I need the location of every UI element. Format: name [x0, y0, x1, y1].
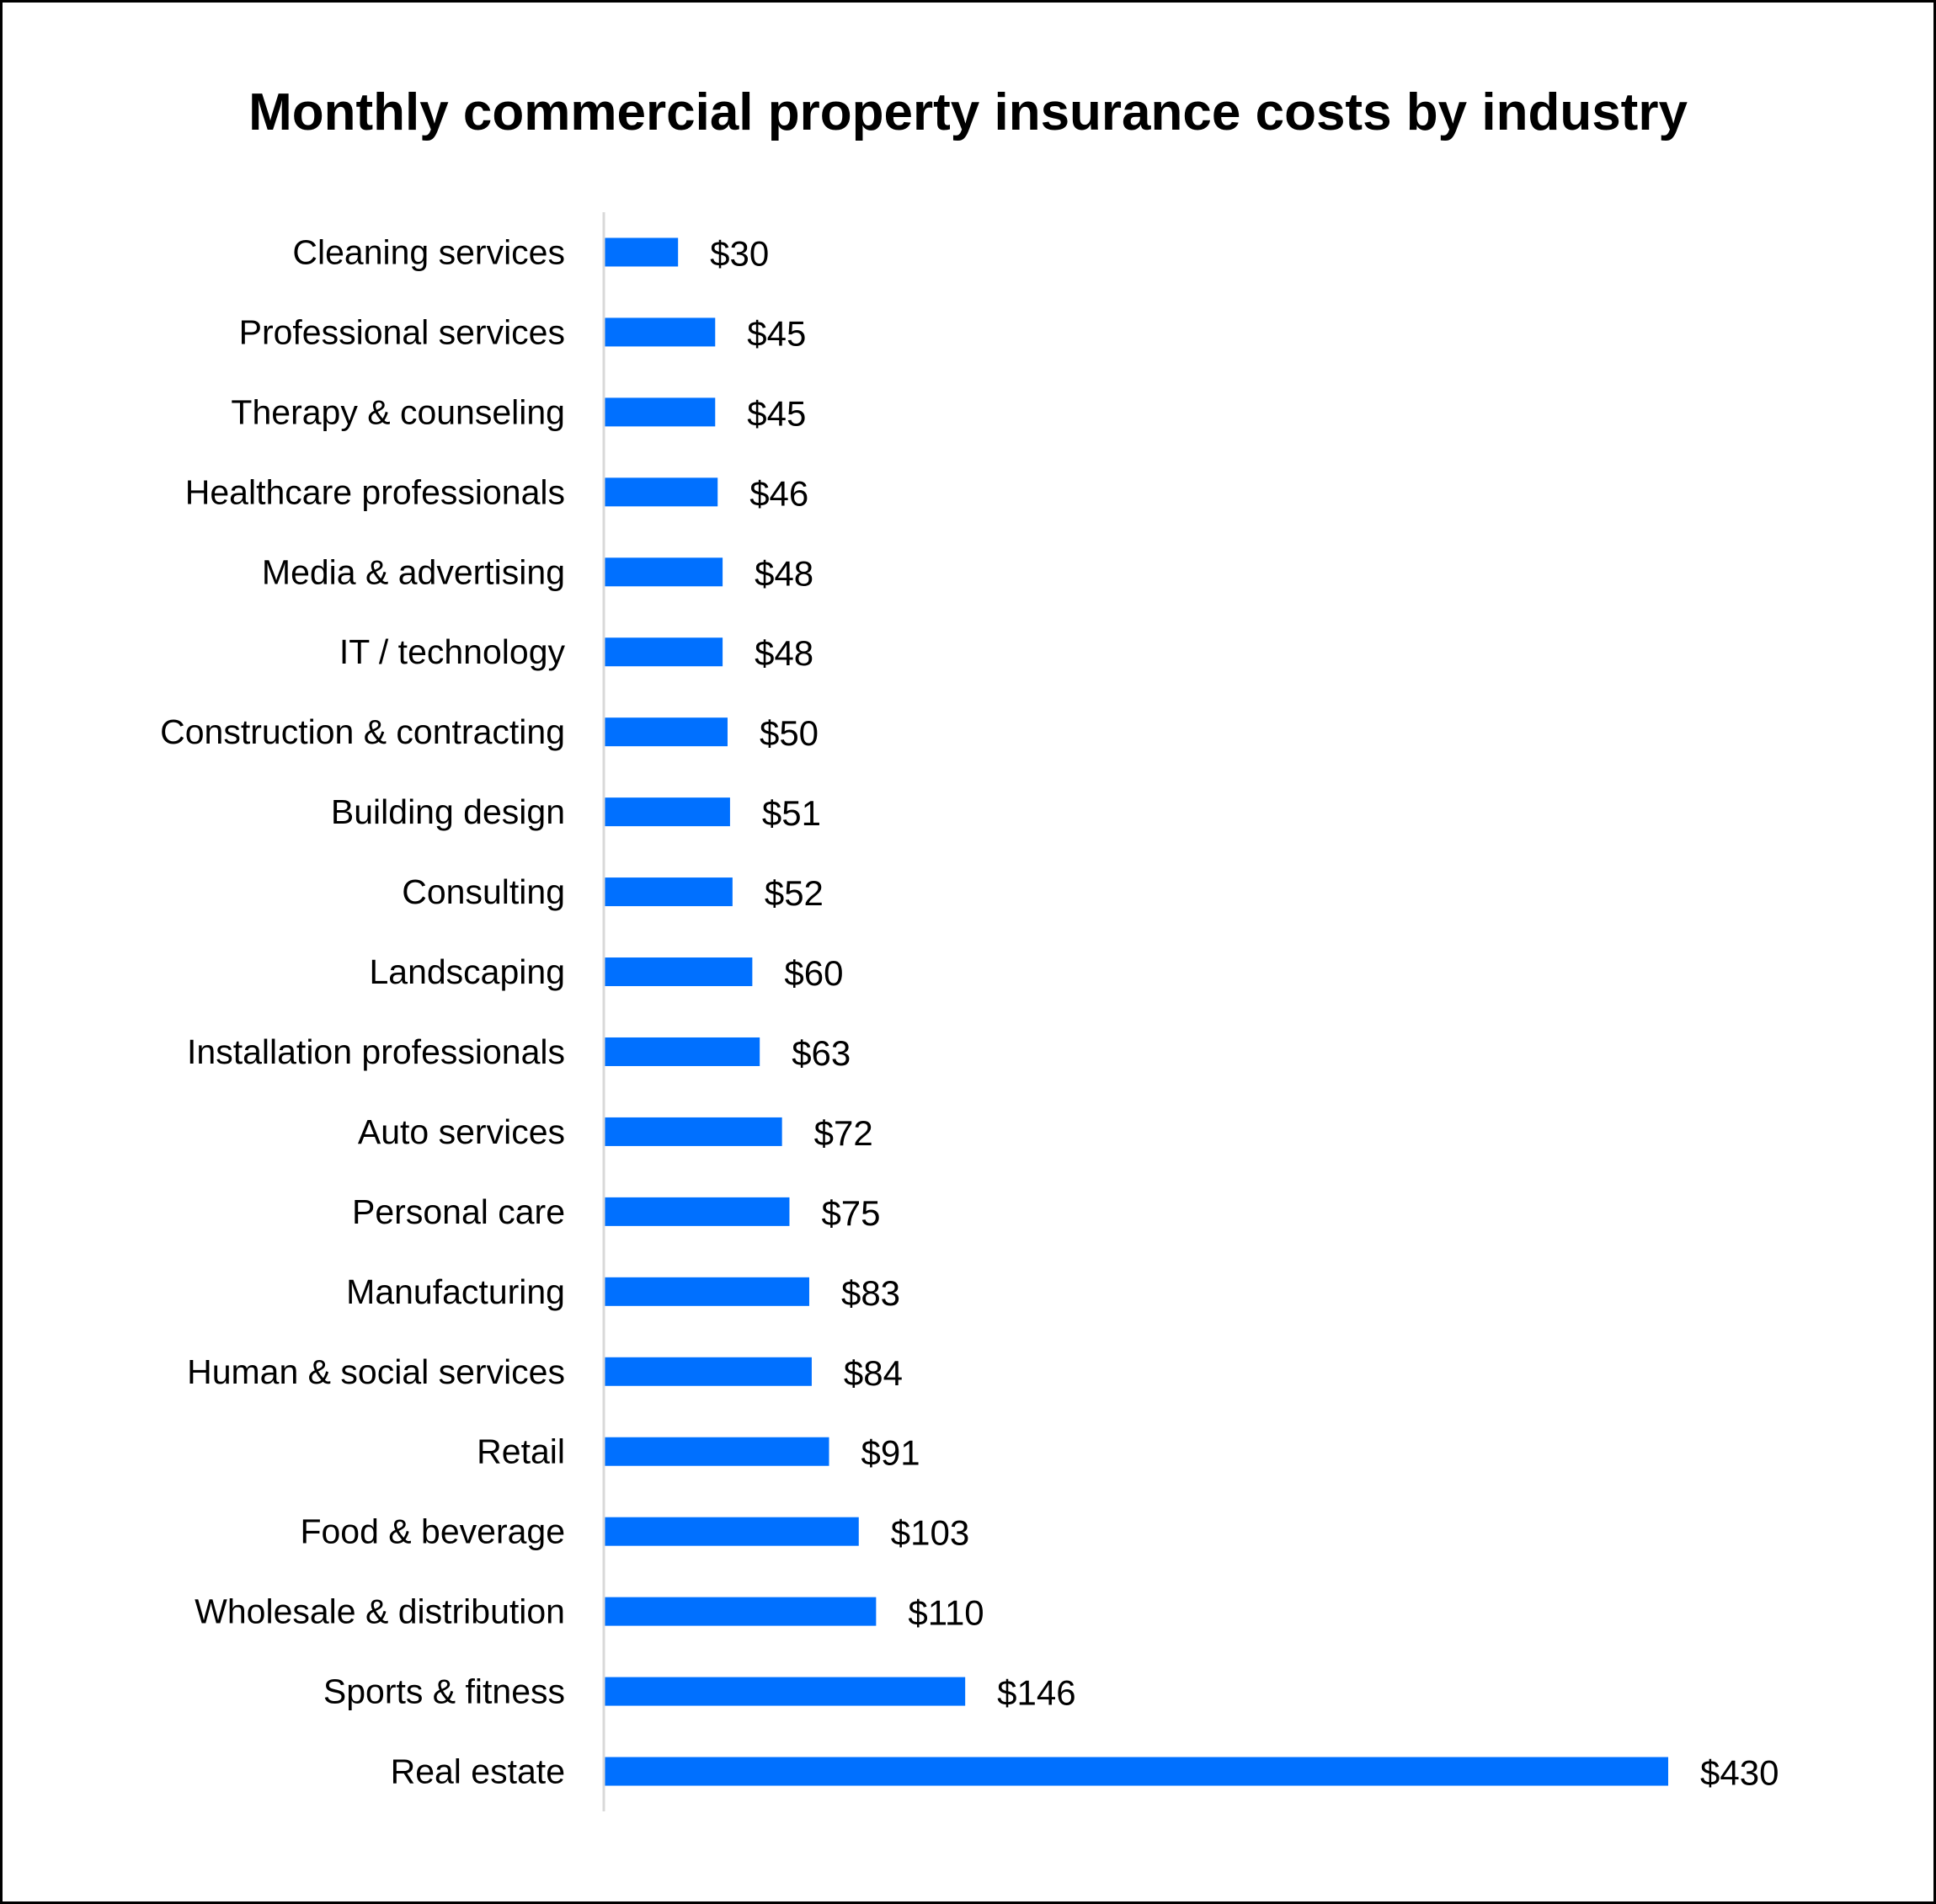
bar: [604, 877, 733, 907]
category-label: Personal care: [352, 1192, 565, 1231]
bar: [604, 637, 723, 667]
data-label: $48: [755, 633, 813, 673]
category-label: Cleaning services: [292, 232, 565, 271]
bar: [604, 237, 679, 267]
category-label: Professional services: [239, 312, 565, 351]
category-label: IT / technology: [339, 632, 566, 671]
data-label: $50: [760, 713, 819, 753]
data-label: $60: [784, 953, 843, 993]
data-label: $45: [747, 313, 806, 353]
bar: [604, 797, 730, 827]
bar: [604, 1357, 812, 1386]
category-label: Landscaping: [369, 952, 565, 991]
bar: [604, 477, 718, 507]
category-label: Installation professionals: [187, 1032, 565, 1071]
category-label: Building design: [331, 792, 565, 831]
data-label: $51: [762, 793, 821, 833]
bar: [604, 1037, 760, 1066]
data-label: $430: [1700, 1753, 1779, 1793]
category-label: Healthcare professionals: [185, 472, 565, 511]
category-label: Consulting: [402, 872, 565, 911]
bar: [604, 717, 728, 747]
bar: [604, 1517, 859, 1546]
data-label: $48: [755, 553, 813, 593]
data-label: $91: [861, 1433, 920, 1473]
data-label: $103: [891, 1513, 969, 1553]
category-label: Sports & fitness: [323, 1672, 565, 1711]
category-label: Retail: [477, 1432, 565, 1471]
data-label: $83: [841, 1273, 900, 1313]
bar: [604, 957, 753, 987]
category-label: Food & beverage: [300, 1512, 565, 1551]
bar: [604, 1677, 966, 1706]
bar: [604, 1437, 829, 1466]
category-label: Wholesale & distribution: [195, 1592, 565, 1631]
bar: [604, 1277, 809, 1306]
category-label: Construction & contracting: [160, 712, 565, 751]
data-label: $110: [908, 1593, 984, 1633]
category-label: Auto services: [358, 1112, 565, 1151]
data-label: $30: [710, 233, 769, 273]
category-label: Manufacturing: [346, 1272, 565, 1311]
category-label: Real estate: [391, 1752, 565, 1791]
data-label: $75: [821, 1193, 880, 1233]
bar: [604, 397, 716, 427]
category-label: Therapy & counseling: [231, 392, 565, 431]
bar-chart: Cleaning services $30 Professional service…: [160, 212, 1779, 1811]
bar: [604, 317, 716, 347]
data-label: $46: [749, 473, 808, 513]
bar: [604, 1197, 790, 1226]
chart-title: Monthly commercial property insurance co…: [248, 83, 1688, 141]
data-label: $146: [997, 1673, 1075, 1713]
data-label: $72: [814, 1113, 873, 1153]
bar: [604, 1597, 877, 1626]
category-label: Human & social services: [187, 1352, 565, 1391]
data-label: $84: [844, 1353, 903, 1393]
bar: [604, 557, 723, 587]
category-label: Media & advertising: [262, 552, 565, 591]
data-label: $45: [747, 393, 806, 433]
data-label: $63: [792, 1033, 851, 1073]
bar: [604, 1117, 782, 1146]
data-label: $52: [765, 873, 824, 913]
bar: [604, 1757, 1668, 1786]
